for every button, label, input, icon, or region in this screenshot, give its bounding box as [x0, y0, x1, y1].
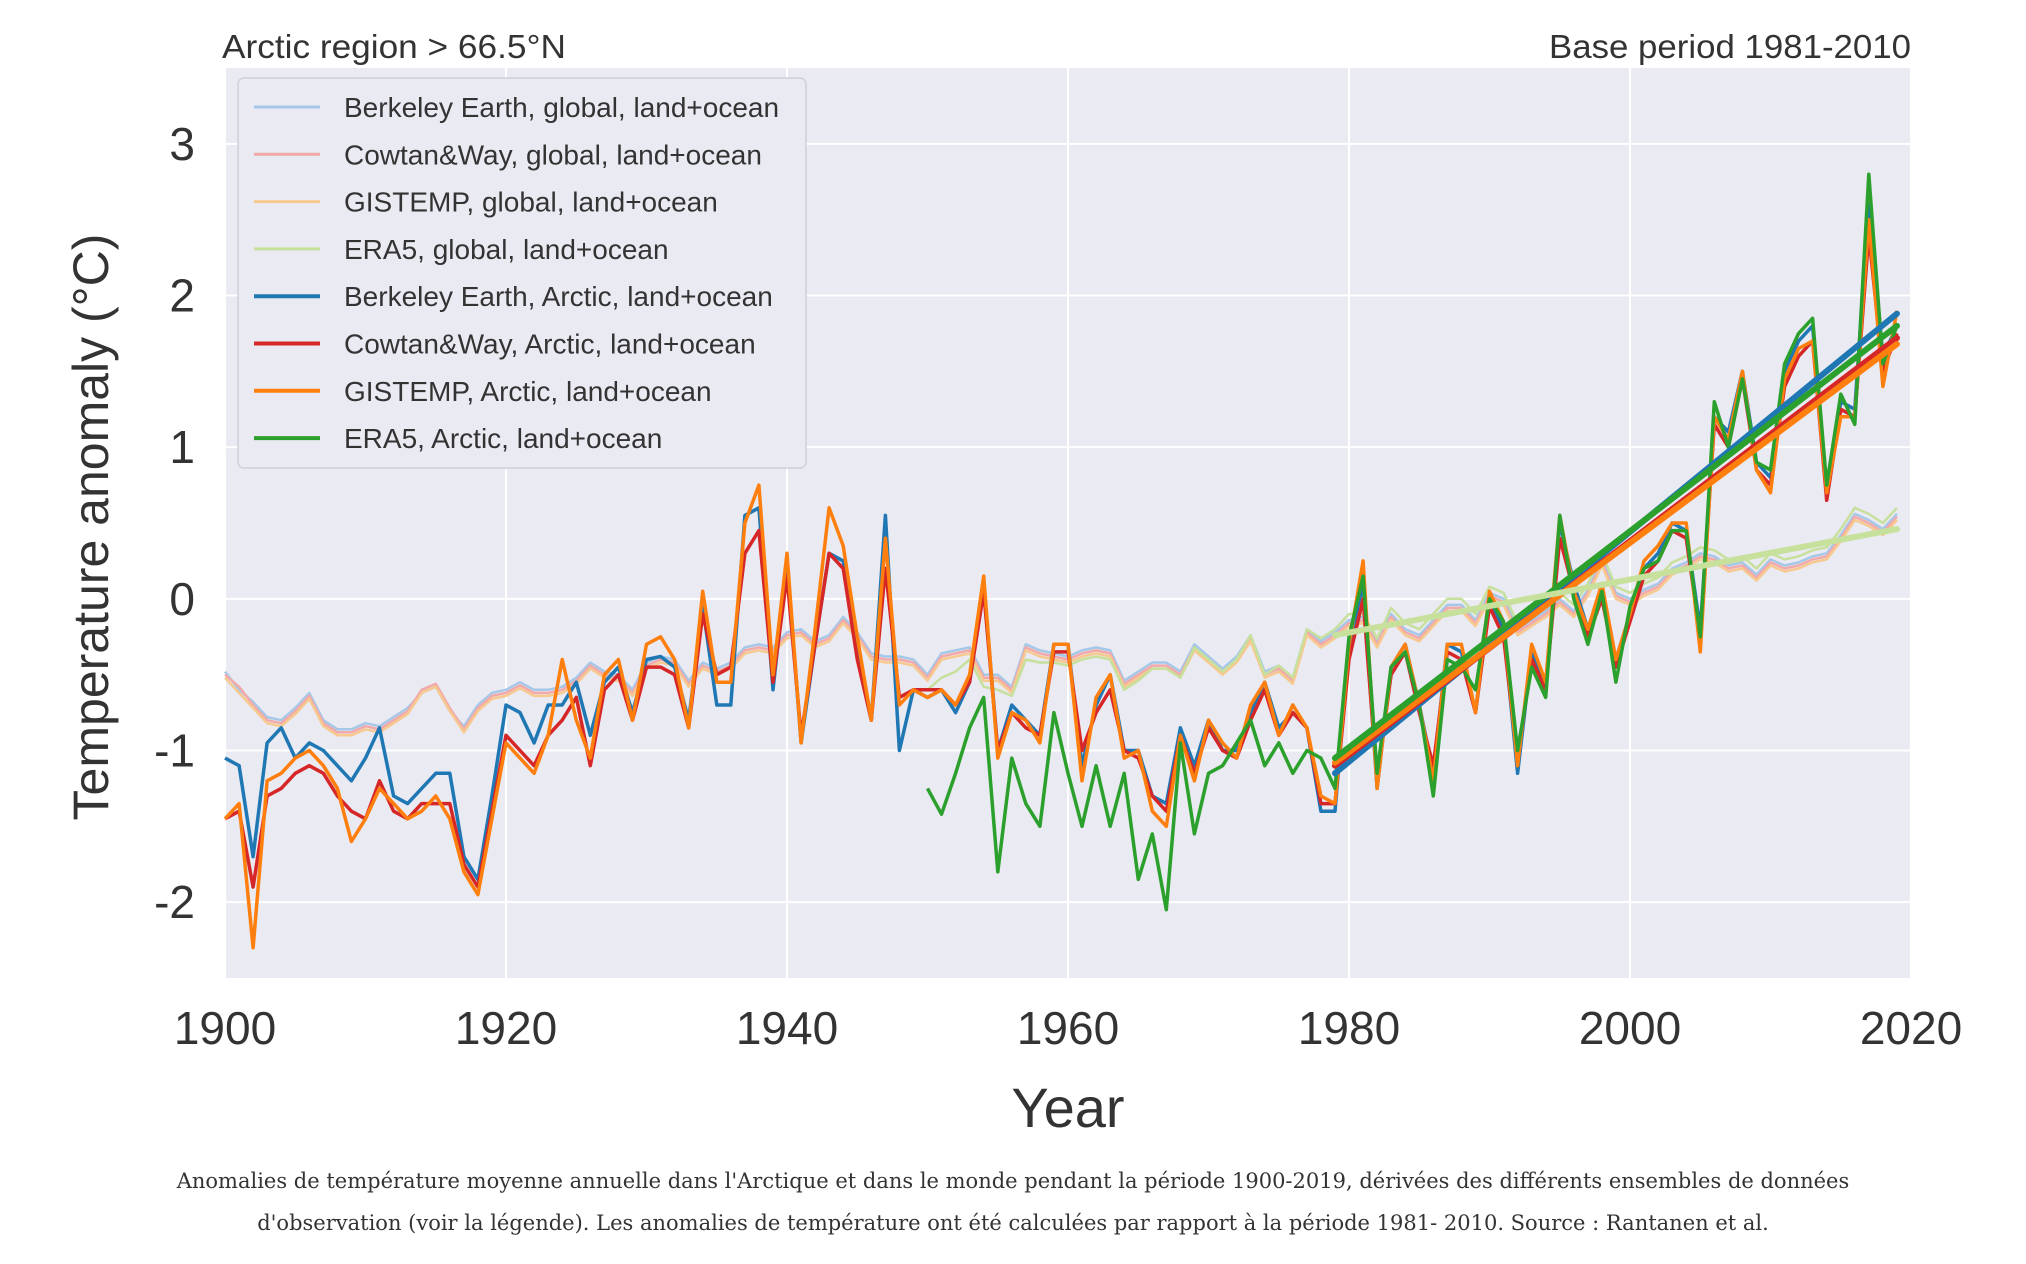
y-tick-label: 2: [169, 270, 195, 322]
series-line-0: [224, 512, 1898, 731]
trend-line-4: [1331, 526, 1900, 639]
x-tick-label: 1980: [1298, 1002, 1400, 1054]
legend: Berkeley Earth, global, land+ocean Cowtan…: [237, 77, 807, 469]
legend-label: ERA5, global, land+ocean: [344, 234, 669, 265]
y-axis-label: Temperature anomaly (°C): [63, 234, 119, 821]
y-tick-label: 0: [169, 573, 195, 625]
y-tick-labels: -2 -1 0 1 2 3: [154, 118, 195, 928]
caption-line-1: Anomalies de température moyenne annuell…: [176, 1169, 1850, 1193]
x-tick-label: 1960: [1017, 1002, 1119, 1054]
x-tick-label: 1900: [174, 1002, 276, 1054]
legend-label: GISTEMP, global, land+ocean: [344, 187, 718, 218]
trend-line-2: [1331, 341, 1900, 766]
series-line-6: [223, 217, 1899, 950]
legend-label: GISTEMP, Arctic, land+ocean: [344, 376, 712, 407]
data-series: [223, 172, 1899, 950]
trend-lines: [1331, 310, 1900, 777]
x-tick-label: 1920: [455, 1002, 557, 1054]
y-tick-label: -2: [154, 876, 195, 928]
series-line-1: [224, 515, 1898, 734]
legend-box: [237, 77, 807, 469]
legend-label: Cowtan&Way, Arctic, land+ocean: [344, 329, 756, 360]
x-tick-label: 1940: [736, 1002, 838, 1054]
legend-label: Cowtan&Way, global, land+ocean: [344, 139, 762, 170]
title-right: Base period 1981-2010: [1549, 28, 1911, 65]
series-line-7: [925, 172, 1899, 912]
x-axis-label: Year: [1011, 1076, 1124, 1139]
caption-line-2: d'observation (voir la légende). Les ano…: [257, 1211, 1769, 1235]
x-tick-label: 2000: [1579, 1002, 1681, 1054]
legend-label: Berkeley Earth, Arctic, land+ocean: [344, 281, 773, 312]
series-line-2: [224, 518, 1898, 737]
y-tick-label: -1: [154, 725, 195, 777]
x-tick-labels: 1900 1920 1940 1960 1980 2000 2020: [174, 1002, 1962, 1054]
legend-label: ERA5, Arctic, land+ocean: [344, 423, 662, 454]
temperature-anomaly-chart: 1900 1920 1940 1960 1980 2000 2020 -2 -1 0 1 2 3 Ar…: [63, 28, 1962, 1139]
figure-caption: Anomalies de température moyenne annuell…: [0, 1160, 2026, 1244]
title-left: Arctic region > 66.5°N: [222, 28, 566, 65]
y-tick-label: 3: [169, 118, 195, 170]
legend-label: Berkeley Earth, global, land+ocean: [344, 92, 779, 123]
x-tick-label: 2020: [1860, 1002, 1962, 1054]
y-tick-label: 1: [169, 421, 195, 473]
trend-line-3: [1331, 322, 1900, 762]
